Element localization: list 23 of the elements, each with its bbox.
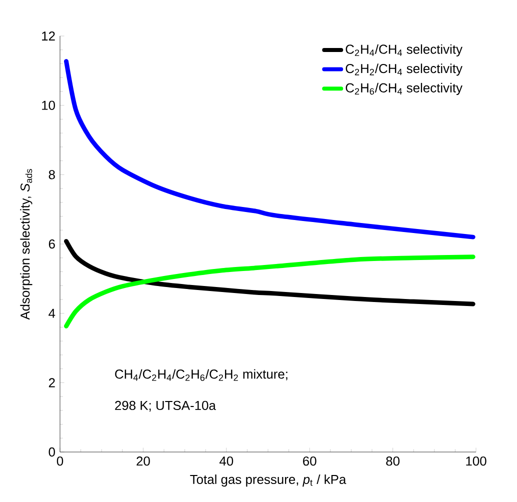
y-tick-label: 12: [42, 31, 55, 41]
x-tick-label: 100: [466, 456, 486, 466]
legend-label: C$_{2}$H$_{2}$/CH$_{4}$ selectivity: [346, 64, 462, 76]
y-tick-label: 8: [48, 170, 55, 180]
line-series: [64, 238, 476, 306]
x-tick-label: 80: [386, 456, 400, 466]
annotation: 298 K; UTSA-10a: [115, 400, 216, 412]
legend-label: C$_{2}$H$_{4}$/CH$_{4}$ selectivity: [346, 44, 462, 56]
text: CH$_{4}$/C$_{2}$H$_{4}$/C$_{2}$H$_{6}$/C$_{2}$H$_{2}$ mixture;: [115, 369, 288, 381]
y-axis-title: Adsorption selectivity, S$_{ads}$: [20, 169, 32, 320]
x-tick-label: 40: [219, 456, 234, 466]
y-tick-label: 4: [48, 308, 56, 318]
y-tick-label: 10: [42, 100, 55, 110]
y-tick-label: 0: [48, 447, 55, 457]
x-tick-label: 0: [56, 456, 64, 466]
line-series: [64, 59, 476, 240]
y-tick-label: 6: [48, 239, 55, 249]
legend-label: C$_{2}$H$_{6}$/CH$_{4}$ selectivity: [346, 82, 462, 96]
line-series: [64, 254, 476, 328]
y-tick-label: 2: [48, 378, 55, 388]
x-tick-label: 20: [136, 456, 150, 466]
x-axis-title: Total gas pressure, p$_{t}$ / kPa: [190, 474, 346, 487]
x-tick-label: 60: [303, 456, 316, 466]
